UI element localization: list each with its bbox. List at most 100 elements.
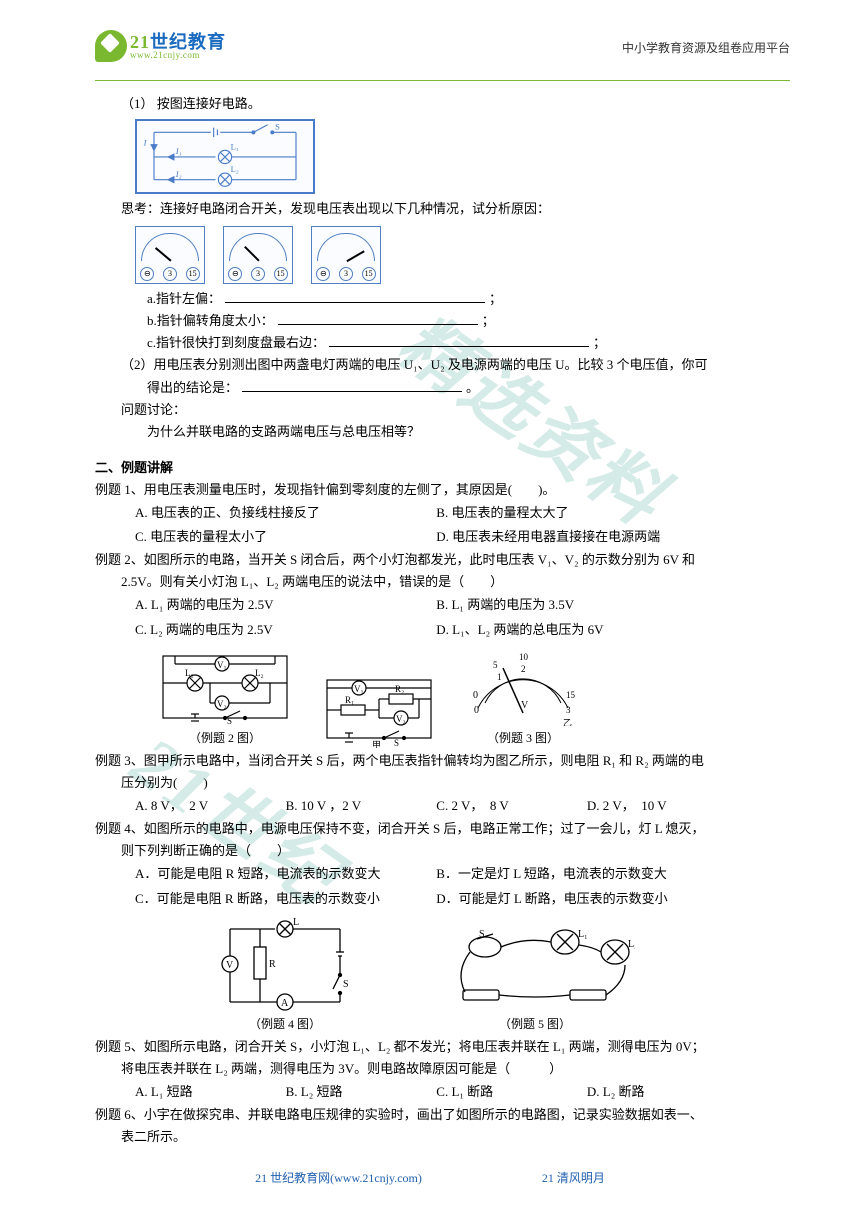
logo-url: www.21cnjy.com	[130, 51, 226, 60]
ex5-line1: 例题 5、如图所示电路，闭合开关 S，小灯泡 L₁、L₂ 都不发光；将电压表并联…	[95, 1036, 790, 1058]
svg-text:V₁: V₁	[217, 660, 227, 670]
page-footer: 21 世纪教育网(www.21cnjy.com) 21 清风明月	[0, 1168, 860, 1188]
svg-text:V₁: V₁	[354, 684, 364, 694]
ex6-line2: 表二所示。	[95, 1126, 790, 1148]
svg-text:L₂: L₂	[628, 939, 635, 950]
svg-text:S: S	[275, 122, 280, 132]
svg-text:2: 2	[521, 664, 526, 674]
svg-text:15: 15	[566, 690, 576, 700]
svg-text:A: A	[281, 998, 289, 1009]
ex1-head: 例题 1、用电压表测量电压时，发现指针偏到零刻度的左侧了，其原因是( )。	[95, 479, 790, 501]
svg-text:R: R	[269, 959, 276, 970]
ex5-opt-b[interactable]: B. L₂ 短路	[286, 1080, 437, 1104]
svg-text:0: 0	[473, 690, 478, 701]
logo-title: 世纪教育	[150, 32, 226, 52]
discuss-head: 问题讨论：	[95, 399, 790, 421]
q1-label: （1）	[121, 96, 154, 111]
ex2-line2: 2.5V。则有关小灯泡 L₁、L₂ 两端电压的说法中，错误的是（ ）	[95, 571, 790, 593]
footer-right: 21 清风明月	[542, 1168, 605, 1188]
blank-b[interactable]	[278, 324, 478, 325]
voltmeter-dial-ex3: 03 015 510 12 V 乙	[463, 648, 583, 726]
circuit-diagram-1: S I I₁ I₂ L₁ L₂	[135, 119, 315, 194]
svg-text:L₂: L₂	[231, 164, 239, 174]
sub-a-label: a.指针左偏：	[147, 291, 221, 306]
section-2-head: 二、例题讲解	[95, 457, 790, 479]
circuit-ex2: V₁ V₂ S L₁L₂	[155, 648, 295, 726]
voltmeter-3: ⊖315	[311, 226, 381, 284]
ex1-opt-d[interactable]: D. 电压表未经用电器直接接在电源两端	[436, 525, 737, 549]
figure-row-2: L S A V R （例题 4 图） L₁ L₂	[215, 917, 790, 1034]
ex5-opt-c[interactable]: C. L₁ 断路	[436, 1080, 587, 1104]
logo-number: 21	[130, 32, 150, 52]
ex1-opt-b[interactable]: B. 电压表的量程太大了	[436, 501, 737, 525]
svg-text:0: 0	[474, 705, 479, 716]
svg-text:I₁: I₁	[175, 146, 182, 156]
footer-left: 21 世纪教育网(www.21cnjy.com)	[255, 1168, 422, 1188]
svg-text:R₂: R₂	[395, 684, 404, 694]
ex3-line2: 压分别为( )	[95, 772, 790, 794]
discuss-text: 为什么并联电路的支路两端电压与总电压相等？	[95, 421, 790, 443]
svg-text:I₂: I₂	[175, 169, 182, 179]
ex2-opt-b[interactable]: B. L₁ 两端的电压为 3.5V	[436, 593, 737, 617]
blank-c[interactable]	[329, 346, 589, 347]
svg-text:V: V	[226, 960, 234, 971]
voltmeter-2: ⊖315	[223, 226, 293, 284]
svg-text:S: S	[343, 979, 349, 990]
svg-text:S: S	[227, 716, 232, 726]
svg-text:R₁: R₁	[345, 695, 354, 705]
blank-a[interactable]	[225, 302, 485, 303]
ex2-opt-c[interactable]: C. L₂ 两端的电压为 2.5V	[135, 618, 436, 642]
svg-text:V₂: V₂	[396, 714, 406, 724]
ex6-line1: 例题 6、小宇在做探究串、并联电路电压规律的实验时，画出了如图所示的电路图，记录…	[95, 1104, 790, 1126]
fig2-label: （例题 2 图）	[189, 728, 261, 748]
circuit-ex4: L S A V R	[215, 917, 355, 1012]
ex3-opt-c[interactable]: C. 2 V， 8 V	[436, 794, 587, 818]
ex5-line2: 将电压表并联在 L₂ 两端，测得电压为 3V。则电路故障原因可能是（ ）	[95, 1058, 790, 1080]
ex1-opt-c[interactable]: C. 电压表的量程太小了	[135, 525, 436, 549]
svg-text:5: 5	[493, 660, 498, 670]
thinking-text: 思考：连接好电路闭合开关，发现电压表出现以下几种情况，试分析原因：	[95, 198, 790, 220]
blank-conclusion[interactable]	[242, 391, 462, 392]
ex4-opt-a[interactable]: A．可能是电阻 R 短路，电流表的示数变大	[135, 862, 436, 886]
svg-text:I: I	[143, 138, 148, 148]
svg-text:L₁: L₁	[185, 668, 194, 678]
svg-text:V: V	[521, 700, 529, 711]
header-platform-text: 中小学教育资源及组卷应用平台	[622, 30, 790, 58]
ex2-opt-a[interactable]: A. L₁ 两端的电压为 2.5V	[135, 593, 436, 617]
figure-row-1: V₁ V₂ S L₁L₂ （例题 2 图） V₁ R₁ R₂ V₂	[155, 648, 790, 748]
ex1-opt-a[interactable]: A. 电压表的正、负接线柱接反了	[135, 501, 436, 525]
sub-c-label: c.指针很快打到刻度盘最右边：	[147, 335, 325, 350]
logo-icon	[95, 30, 127, 62]
ex5-opt-a[interactable]: A. L₁ 短路	[135, 1080, 286, 1104]
page-header: 21世纪教育 www.21cnjy.com 中小学教育资源及组卷应用平台	[95, 30, 790, 66]
svg-text:10: 10	[519, 652, 529, 662]
circuit-ex5: L₁ L₂ S	[435, 917, 635, 1012]
ex4-opt-d[interactable]: D．可能是灯 L 断路，电压表的示数变小	[436, 887, 737, 911]
svg-text:L₁: L₁	[231, 141, 239, 151]
ex4-line1: 例题 4、如图所示的电路中，电源电压保持不变，闭合开关 S 后，电路正常工作；过…	[95, 818, 790, 840]
ex3-opt-a[interactable]: A. 8 V， 2 V	[135, 794, 286, 818]
svg-text:V₂: V₂	[217, 699, 227, 709]
svg-text:3: 3	[566, 705, 571, 715]
meter-row: ⊖315 ⊖315 ⊖315	[135, 226, 790, 284]
ex4-line2: 则下列判断正确的是（ ）	[95, 840, 790, 862]
q1-text: 按图连接好电路。	[157, 96, 261, 111]
q2-label: （2）	[121, 357, 154, 372]
ex4-opt-b[interactable]: B．一定是灯 L 短路，电流表的示数变大	[436, 862, 737, 886]
svg-text:L: L	[293, 917, 299, 928]
ex3-line1: 例题 3、图甲所示电路中，当闭合开关 S 后，两个电压表指针偏转均为图乙所示，则…	[95, 750, 790, 772]
ex4-opt-c[interactable]: C．可能是电阻 R 断路，电压表的示数变小	[135, 887, 436, 911]
svg-text:L₁: L₁	[578, 929, 588, 940]
ex2-line1: 例题 2、如图所示的电路，当开关 S 闭合后，两个小灯泡都发光，此时电压表 V₁…	[95, 549, 790, 571]
fig3-label: （例题 3 图）	[487, 728, 559, 748]
logo: 21世纪教育 www.21cnjy.com	[95, 30, 226, 62]
voltmeter-1: ⊖315	[135, 226, 205, 284]
fig4-label: （例题 4 图）	[249, 1014, 321, 1034]
ex3-opt-b[interactable]: B. 10 V ，2 V	[286, 794, 437, 818]
svg-text:乙: 乙	[563, 718, 572, 726]
ex5-opt-d[interactable]: D. L₂ 断路	[587, 1080, 738, 1104]
ex3-opt-d[interactable]: D. 2 V， 10 V	[587, 794, 738, 818]
svg-text:甲: 甲	[372, 740, 381, 748]
ex2-opt-d[interactable]: D. L₁、L₂ 两端的总电压为 6V	[436, 618, 737, 642]
circuit-ex3-left: V₁ R₁ R₂ V₂ S 甲	[319, 670, 439, 748]
